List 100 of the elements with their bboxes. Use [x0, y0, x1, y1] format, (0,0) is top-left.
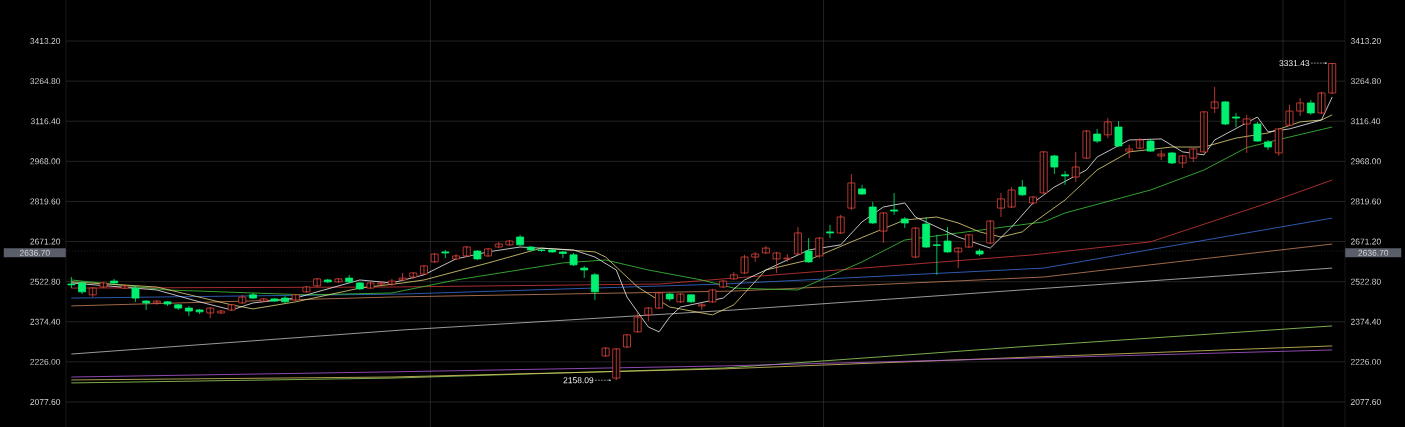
y2-tick-label: 3413.20 — [1350, 38, 1381, 45]
candlestick — [665, 292, 674, 302]
candlestick — [270, 297, 279, 303]
candlestick — [794, 226, 802, 256]
y-tick-label: 3413.20 — [30, 38, 61, 45]
y2-tick-label: 2671.20 — [1350, 238, 1381, 245]
y-tick-label: 3116.40 — [30, 118, 61, 125]
candlestick — [751, 251, 760, 263]
candlestick — [858, 184, 866, 196]
candlestick — [120, 283, 129, 290]
candlestick — [1157, 149, 1166, 161]
ref-line-label: 2636.70 — [1358, 249, 1389, 256]
candlestick — [740, 254, 749, 275]
candlestick — [655, 291, 663, 310]
y2-tick-label: 2522.80 — [1350, 278, 1381, 285]
candlestick — [473, 249, 482, 261]
candlestick — [847, 173, 856, 211]
candlestick — [441, 249, 450, 259]
line-series — [70, 126, 1333, 296]
candlestick — [772, 251, 781, 274]
candlestick — [1029, 195, 1037, 206]
candlestick — [719, 279, 728, 289]
candlestick — [826, 224, 834, 239]
candlestick — [67, 276, 76, 289]
candlestick — [281, 295, 289, 304]
y-tick-label: 2522.80 — [30, 278, 61, 285]
candlestick — [1071, 151, 1080, 183]
candlestick — [1018, 179, 1027, 197]
candlestick — [1306, 99, 1315, 116]
candlestick — [1093, 128, 1102, 144]
candlestick — [142, 299, 151, 311]
y-tick-label: 2374.40 — [30, 318, 61, 325]
candlestick — [398, 272, 407, 282]
candlestick — [409, 271, 418, 280]
candlestick — [590, 272, 599, 301]
candlestick — [900, 216, 909, 229]
y-tick-label: 2968.00 — [30, 158, 61, 165]
annotation: 2158.09 — [563, 377, 594, 384]
candlestick — [644, 306, 653, 322]
candlestick — [1328, 62, 1337, 95]
candlestick — [462, 245, 471, 258]
candlestick — [1135, 137, 1144, 150]
candlestick — [1167, 151, 1176, 165]
candlestick — [366, 281, 375, 290]
candlestick — [494, 241, 503, 249]
candlestick — [1146, 138, 1155, 153]
candlestick — [729, 271, 738, 281]
y2-tick-label: 2226.00 — [1350, 358, 1381, 365]
candlestick — [537, 247, 546, 253]
candlestick — [174, 303, 183, 311]
candlestick — [1061, 170, 1069, 186]
candlestick — [922, 216, 931, 249]
candlestick — [569, 252, 578, 267]
candlestick — [868, 201, 877, 225]
candlestick — [259, 297, 268, 303]
candlestick — [975, 248, 984, 257]
candlestick — [580, 265, 589, 279]
candlestick — [131, 285, 140, 303]
candlestick — [1007, 186, 1016, 209]
candlestick — [377, 280, 386, 286]
candlestick — [152, 299, 161, 306]
candlestick — [88, 286, 97, 298]
candlestick — [1050, 154, 1059, 175]
candlestick — [1285, 104, 1294, 127]
candlestick — [334, 277, 343, 284]
candlestick — [387, 278, 396, 287]
candlestick — [890, 192, 899, 216]
candlestick — [227, 303, 236, 312]
annotation: 3331.43 — [1279, 60, 1310, 67]
y-tick-label: 2226.00 — [30, 358, 61, 365]
candlestick — [1082, 129, 1091, 160]
candlestick — [943, 226, 952, 254]
candlestick — [815, 236, 824, 259]
line-series — [70, 243, 1333, 307]
y2-tick-label: 2819.60 — [1350, 198, 1381, 205]
candlestick — [932, 234, 941, 276]
candlestick — [1200, 110, 1208, 154]
candlestick — [1264, 139, 1273, 151]
candlestick — [1296, 97, 1305, 117]
candlestick — [206, 306, 215, 319]
candlestick — [1125, 144, 1134, 159]
candlestick — [911, 226, 920, 259]
candlestick — [452, 253, 460, 261]
candlestick — [526, 245, 535, 252]
candlestick — [1253, 121, 1262, 143]
candlestick — [163, 300, 172, 307]
line-series — [70, 267, 1333, 355]
candlestick — [1039, 150, 1048, 195]
candlestick — [633, 312, 642, 334]
candlestick — [687, 293, 696, 304]
candlestick — [345, 274, 354, 284]
candlestick — [601, 346, 610, 358]
candlestick — [99, 281, 108, 289]
y2-tick-label: 2968.00 — [1350, 158, 1381, 165]
candlestick — [1114, 120, 1123, 148]
y2-tick-label: 3116.40 — [1350, 118, 1381, 125]
y2-tick-label: 2374.40 — [1350, 318, 1381, 325]
candlestick — [548, 248, 557, 254]
y-tick-label: 2077.60 — [30, 398, 61, 405]
candlestick — [676, 292, 685, 304]
